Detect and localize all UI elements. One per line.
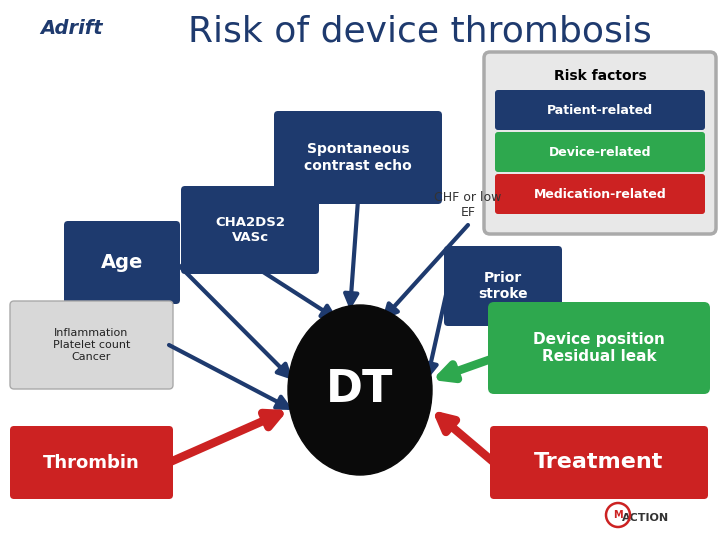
FancyBboxPatch shape [495,174,705,214]
Text: ACTION: ACTION [621,513,669,523]
Text: M: M [613,510,623,520]
Text: Device position
Residual leak: Device position Residual leak [533,332,665,364]
Text: Device-related: Device-related [549,145,652,159]
FancyBboxPatch shape [490,426,708,499]
Text: Risk factors: Risk factors [554,69,647,83]
FancyBboxPatch shape [484,52,716,234]
FancyBboxPatch shape [495,90,705,130]
FancyBboxPatch shape [181,186,319,274]
Text: Patient-related: Patient-related [547,104,653,117]
Text: Thrombin: Thrombin [43,454,140,471]
Text: Prior
stroke: Prior stroke [478,271,528,301]
Text: Adrift: Adrift [41,18,103,37]
FancyBboxPatch shape [10,426,173,499]
Ellipse shape [288,305,432,475]
Text: Age: Age [101,253,143,272]
Text: DT: DT [326,368,394,411]
FancyBboxPatch shape [274,111,442,204]
FancyBboxPatch shape [488,302,710,394]
Text: CHF or low
EF: CHF or low EF [434,191,502,219]
FancyBboxPatch shape [495,132,705,172]
FancyBboxPatch shape [64,221,180,304]
FancyBboxPatch shape [444,246,562,326]
Text: CHA2DS2
VASc: CHA2DS2 VASc [215,216,285,244]
Text: Treatment: Treatment [534,453,664,472]
Text: Inflammation
Platelet count
Cancer: Inflammation Platelet count Cancer [53,328,130,362]
FancyBboxPatch shape [10,301,173,389]
Text: Spontaneous
contrast echo: Spontaneous contrast echo [304,143,412,173]
Text: Risk of device thrombosis: Risk of device thrombosis [188,15,652,49]
Text: Medication-related: Medication-related [534,187,667,200]
